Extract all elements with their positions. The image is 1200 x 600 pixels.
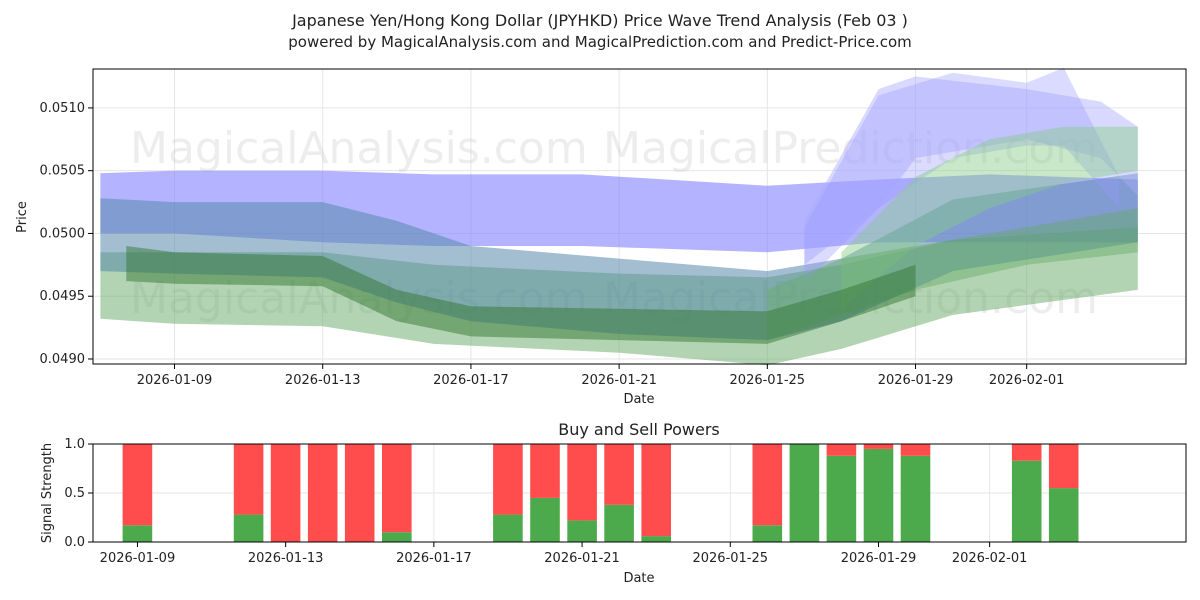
- sell-power-bar: [752, 444, 783, 526]
- power-chart-title: Buy and Sell Powers: [558, 420, 720, 439]
- buy-power-bar: [863, 448, 894, 542]
- figure-subtitle: powered by MagicalAnalysis.com and Magic…: [288, 33, 912, 51]
- buy-power-bar: [900, 455, 931, 542]
- power-x-tick-label: 2026-02-01: [952, 551, 1028, 566]
- buy-power-bar: [567, 520, 597, 542]
- buy-power-bar: [1011, 460, 1042, 542]
- buy-power-bar: [1048, 488, 1079, 542]
- sell-power-bar: [900, 444, 931, 456]
- price-y-tick-label: 0.0500: [40, 226, 86, 241]
- price-x-tick-label: 2026-01-17: [433, 373, 509, 388]
- sell-power-bar: [826, 444, 857, 456]
- price-y-axis-title: Price: [15, 201, 30, 233]
- sell-power-bar: [122, 444, 153, 526]
- price-x-axis: 2026-01-09 2026-01-13 2026-01-17 2026-01-21…: [137, 364, 1065, 388]
- power-bars: [122, 444, 1079, 542]
- price-wave-band-8: [126, 246, 916, 344]
- sell-power-bar: [1048, 444, 1079, 489]
- buy-power-bar: [493, 514, 523, 542]
- price-x-tick-label: 2026-01-29: [878, 373, 954, 388]
- price-chart: MagicalAnalysis.com MagicalPrediction.co…: [15, 67, 1187, 407]
- power-y-axis-title: Signal Strength: [40, 443, 55, 543]
- power-y-tick-label: 1.0: [64, 437, 85, 452]
- sell-power-bar: [270, 444, 301, 542]
- power-x-axis-title: Date: [623, 571, 654, 586]
- buy-power-bar: [604, 504, 634, 542]
- power-x-tick-label: 2026-01-09: [100, 551, 176, 566]
- sell-power-bar: [1011, 444, 1042, 461]
- buy-power-bar: [233, 514, 264, 542]
- buy-power-bar: [789, 444, 820, 542]
- price-y-tick-label: 0.0510: [40, 101, 86, 116]
- power-y-axis: 0.0 0.5 1.0: [64, 437, 93, 550]
- price-y-tick-label: 0.0490: [40, 352, 86, 367]
- buy-power-bar: [641, 536, 671, 542]
- price-bands: [100, 67, 1138, 366]
- buy-power-bar: [530, 497, 560, 542]
- price-x-tick-label: 2026-01-25: [730, 373, 806, 388]
- price-plot-frame: [92, 68, 1187, 365]
- power-chart: Buy and Sell Powers 2026-01-09 2026-01-13…: [40, 420, 1187, 586]
- sell-power-bar: [233, 444, 264, 515]
- buy-power-bar: [826, 455, 857, 542]
- price-wave-band-6: [841, 126, 1138, 309]
- price-y-tick-label: 0.0495: [40, 289, 86, 304]
- buy-power-bar: [752, 525, 783, 542]
- price-x-tick-label: 2026-01-21: [581, 373, 657, 388]
- sell-power-bar: [863, 444, 894, 449]
- price-y-tick-label: 0.0505: [40, 164, 86, 179]
- power-y-tick-label: 0.5: [64, 486, 85, 501]
- price-x-tick-label: 2026-02-01: [989, 373, 1065, 388]
- watermark-top-right: MagicalPrediction.com: [603, 123, 1098, 174]
- price-y-axis: 0.0490 0.0495 0.0500 0.0505 0.0510: [40, 101, 93, 367]
- price-x-tick-label: 2026-01-09: [137, 373, 213, 388]
- price-wave-band-5: [804, 67, 1120, 284]
- figure-title: Japanese Yen/Hong Kong Dollar (JPYHKD) P…: [291, 11, 908, 30]
- buy-power-bar: [382, 532, 412, 542]
- buy-power-bar: [122, 525, 153, 542]
- power-x-tick-label: 2026-01-21: [544, 551, 620, 566]
- sell-power-bar: [567, 444, 597, 521]
- sell-power-bar: [344, 444, 375, 542]
- sell-power-bar: [604, 444, 634, 505]
- price-wave-band-4: [804, 76, 1138, 265]
- sell-power-bar: [493, 444, 523, 515]
- price-x-tick-label: 2026-01-13: [285, 373, 361, 388]
- power-x-axis: 2026-01-09 2026-01-13 2026-01-17 2026-01-21…: [100, 542, 1028, 566]
- power-x-tick-label: 2026-01-25: [692, 551, 768, 566]
- price-x-axis-title: Date: [623, 392, 654, 407]
- sell-power-bar: [530, 444, 560, 498]
- sell-power-bar: [641, 444, 671, 537]
- sell-power-bar: [307, 444, 338, 542]
- watermark-top-left: MagicalAnalysis.com: [130, 123, 588, 174]
- power-x-tick-label: 2026-01-13: [248, 551, 324, 566]
- power-y-tick-label: 0.0: [64, 535, 85, 550]
- power-x-tick-label: 2026-01-17: [396, 551, 472, 566]
- sell-power-bar: [382, 444, 412, 533]
- power-x-tick-label: 2026-01-29: [841, 551, 917, 566]
